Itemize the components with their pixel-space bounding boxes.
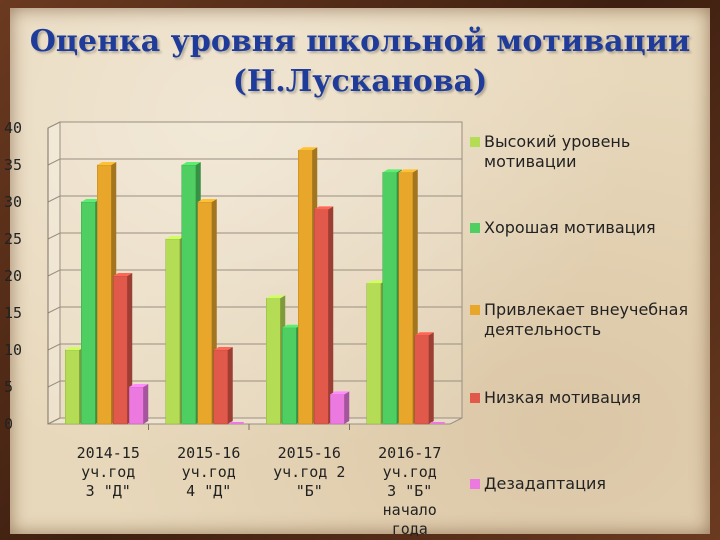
x-category-label: 2016-17 (378, 444, 441, 462)
legend-label: Высокий уровень мотивации (484, 132, 714, 172)
bar (97, 164, 112, 425)
bar-side (328, 206, 334, 424)
bar (298, 149, 313, 425)
legend-label: Хорошая мотивация (484, 218, 714, 238)
bar (366, 283, 381, 425)
legend-label-line: мотивации (484, 152, 577, 171)
x-category-label: уч.год (81, 463, 135, 481)
x-category-label: 4 "Д" (186, 482, 231, 500)
bar (129, 386, 144, 425)
chart-title: Оценка уровня школьной мотивации (Н.Луск… (0, 22, 720, 102)
legend: Высокий уровень мотивации Хорошая мотиваци… (470, 120, 715, 500)
x-category-label: "Б" (296, 482, 323, 500)
y-tick-label: 40 (4, 119, 22, 137)
bar (213, 349, 228, 425)
bar-top (213, 347, 233, 350)
bar-top (398, 169, 418, 173)
title-line-1: Оценка уровня школьной мотивации (29, 24, 691, 59)
bar-top (165, 236, 185, 239)
y-tick-label: 30 (4, 193, 22, 211)
bar-side (428, 332, 434, 424)
bar (65, 349, 80, 425)
bar-top (366, 280, 386, 284)
grid-depth-line (47, 343, 61, 351)
bar-top (414, 332, 434, 336)
x-category-label: года (392, 520, 428, 538)
bar-top (65, 347, 85, 350)
x-category-label: уч.год (383, 463, 437, 481)
bar (398, 172, 413, 425)
title-line-2: (Н.Лусканова) (232, 64, 488, 99)
y-tick-label: 5 (4, 378, 13, 396)
x-category-label: 3 "Д" (86, 482, 131, 500)
bar-top (330, 391, 350, 395)
x-category-label: уч.год 2 (273, 463, 345, 481)
bar-top (266, 295, 286, 299)
y-tick-label: 20 (4, 267, 22, 285)
bar-top (113, 273, 133, 276)
legend-label-line: Привлекает внеучебная (484, 300, 689, 319)
legend-swatch (470, 479, 480, 489)
legend-label-line: Низкая мотивация (484, 388, 641, 407)
bar (81, 201, 96, 425)
bar-top (197, 199, 217, 202)
bar-top (298, 147, 318, 151)
bar-top (382, 169, 402, 173)
legend-swatch (470, 137, 480, 147)
legend-label-line: Высокий уровень (484, 132, 631, 151)
x-category-label: 3 "Б" (387, 482, 432, 500)
x-category-label: 2015-16 (278, 444, 341, 462)
x-category-label: начало (383, 501, 437, 519)
bar (229, 422, 244, 424)
y-tick-label: 10 (4, 341, 22, 359)
grid-depth-line (47, 158, 61, 166)
x-category-label: 2015-16 (177, 444, 240, 462)
y-tick-label: 25 (4, 230, 22, 248)
bar (314, 209, 329, 425)
grid-depth-line (47, 380, 61, 388)
bar (382, 172, 397, 425)
legend-swatch (470, 393, 480, 403)
bar (181, 164, 196, 425)
bar-side (344, 391, 350, 424)
legend-swatch (470, 305, 480, 315)
grid-depth-line (47, 195, 61, 203)
legend-label-line: Дезадаптация (484, 474, 607, 493)
grid-depth-line (47, 417, 61, 425)
bar-top (314, 206, 334, 210)
bar-top (81, 199, 101, 202)
chart-panel (10, 8, 710, 534)
grid-depth-line (47, 269, 61, 277)
bar (282, 327, 297, 425)
y-tick-label: 35 (4, 156, 22, 174)
bar-side (143, 384, 149, 424)
bar (113, 275, 128, 425)
bar-top (181, 162, 201, 165)
bar (330, 394, 345, 425)
bar-top (97, 162, 117, 165)
x-category-label: уч.год (182, 463, 236, 481)
x-category-label: 2014-15 (77, 444, 140, 462)
legend-label: Низкая мотивация (484, 388, 714, 408)
bar (414, 334, 429, 425)
bar (165, 238, 180, 425)
grid-depth-line (47, 306, 61, 314)
bar-top (282, 324, 302, 328)
bar (197, 201, 212, 425)
y-tick-label: 15 (4, 304, 22, 322)
legend-swatch (470, 223, 480, 233)
legend-label-line: деятельность (484, 320, 602, 339)
bar (430, 422, 445, 424)
legend-label: Дезадаптация (484, 474, 714, 494)
legend-label-line: Хорошая мотивация (484, 218, 656, 237)
bar-top (129, 384, 149, 387)
bar (266, 297, 281, 425)
y-tick-label: 0 (4, 415, 13, 433)
legend-label: Привлекает внеучебная деятельность (484, 300, 714, 340)
grid-depth-line (47, 232, 61, 240)
grid-depth-line (47, 121, 61, 129)
bar-side (227, 347, 233, 424)
